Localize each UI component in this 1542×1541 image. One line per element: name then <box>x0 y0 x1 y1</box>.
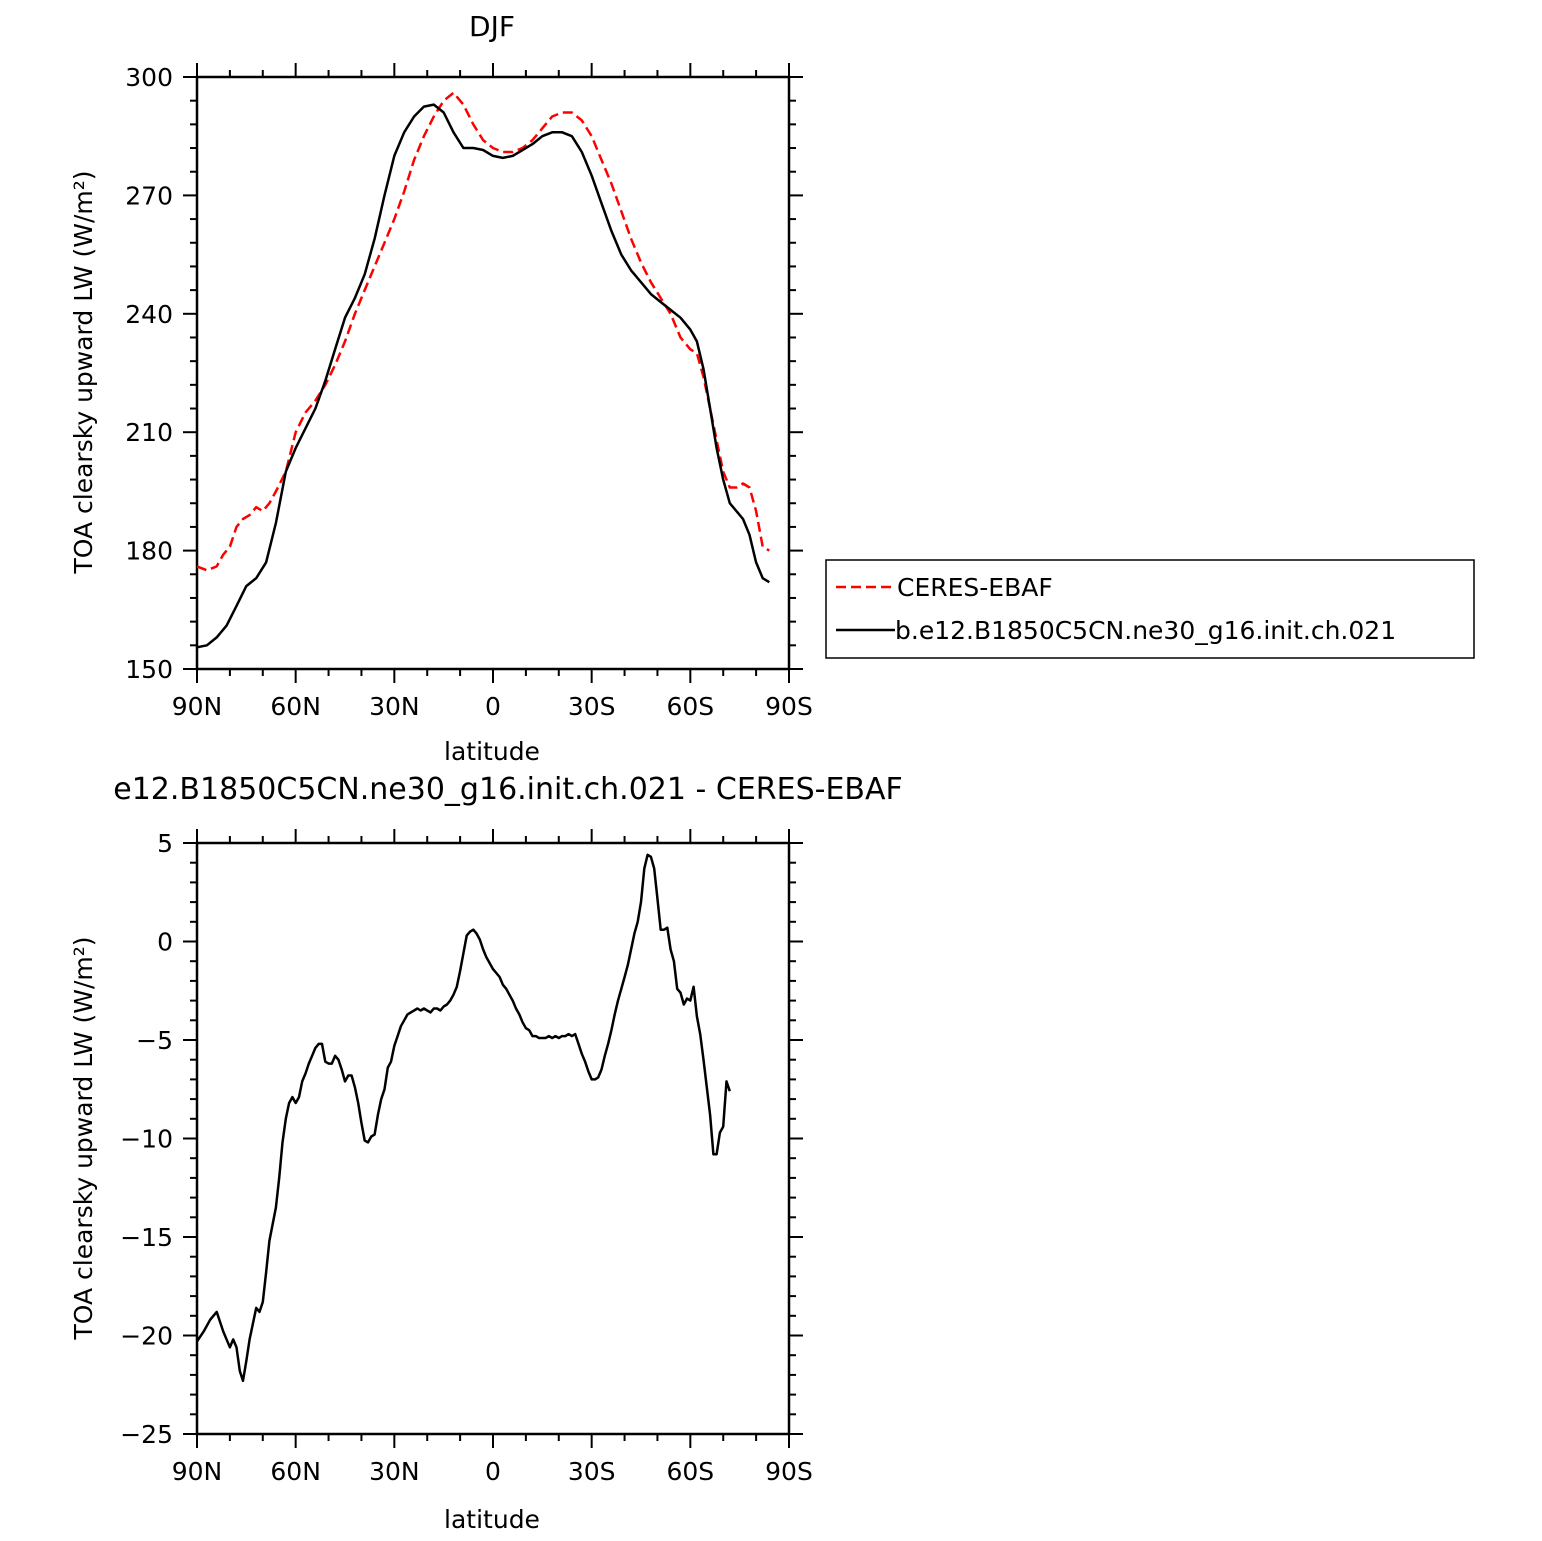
x-tick-label: 60N <box>270 692 321 721</box>
bottom-x-axis-label: latitude <box>444 1505 540 1534</box>
plot-frame <box>195 75 791 671</box>
legend-label-model: b.e12.B1850C5CN.ne30_g16.init.ch.021 <box>895 616 1396 645</box>
y-tick-label: −5 <box>136 1026 173 1055</box>
bottom-panel: e12.B1850C5CN.ne30_g16.init.ch.021 - CER… <box>69 772 903 1534</box>
x-tick-label: 30S <box>568 692 616 721</box>
series-line-b-e12-b1850c5cn-ne30-g16-init-ch-021 <box>196 103 770 649</box>
legend-label-ceres: CERES-EBAF <box>897 573 1053 602</box>
y-tick-label: −25 <box>120 1420 173 1449</box>
x-tick-label: 90N <box>172 692 223 721</box>
y-tick-label: 180 <box>125 537 173 566</box>
bottom-chart-title: e12.B1850C5CN.ne30_g16.init.ch.021 - CER… <box>113 772 903 807</box>
y-tick-label: −20 <box>120 1322 173 1351</box>
y-tick-label: 240 <box>125 300 173 329</box>
x-tick-label: 0 <box>485 1457 501 1486</box>
x-tick-label: 90N <box>172 1457 223 1486</box>
top-chart-title: DJF <box>469 10 515 43</box>
y-tick-label: 150 <box>125 655 173 684</box>
x-tick-label: 60N <box>270 1457 321 1486</box>
y-tick-label: 210 <box>125 418 173 447</box>
x-tick-label: 60S <box>666 1457 714 1486</box>
y-tick-label: −10 <box>120 1125 173 1154</box>
legend: CERES-EBAF b.e12.B1850C5CN.ne30_g16.init… <box>825 559 1475 659</box>
x-tick-label: 30S <box>568 1457 616 1486</box>
y-tick-label: 5 <box>157 829 173 858</box>
top-x-axis-label: latitude <box>444 737 540 766</box>
y-tick-label: −15 <box>120 1223 173 1252</box>
bottom-y-axis-label: TOA clearsky upward LW (W/m²) <box>69 936 98 1340</box>
top-y-axis-label: TOA clearsky upward LW (W/m²) <box>69 170 98 574</box>
y-tick-label: 0 <box>157 928 173 957</box>
y-tick-label: 300 <box>125 63 173 92</box>
legend-box <box>825 559 1475 659</box>
top-panel: DJF TOA clearsky upward LW (W/m²) latitu… <box>69 10 813 766</box>
x-tick-label: 90S <box>765 692 813 721</box>
x-tick-label: 60S <box>666 692 714 721</box>
plot-frame <box>195 841 791 1436</box>
series-line-difference <box>195 853 731 1383</box>
y-tick-label: 270 <box>125 181 173 210</box>
series-line-ceres-ebaf <box>196 91 770 572</box>
x-tick-label: 90S <box>765 1457 813 1486</box>
x-tick-label: 30N <box>369 692 420 721</box>
x-tick-label: 30N <box>369 1457 420 1486</box>
x-tick-label: 0 <box>485 692 501 721</box>
